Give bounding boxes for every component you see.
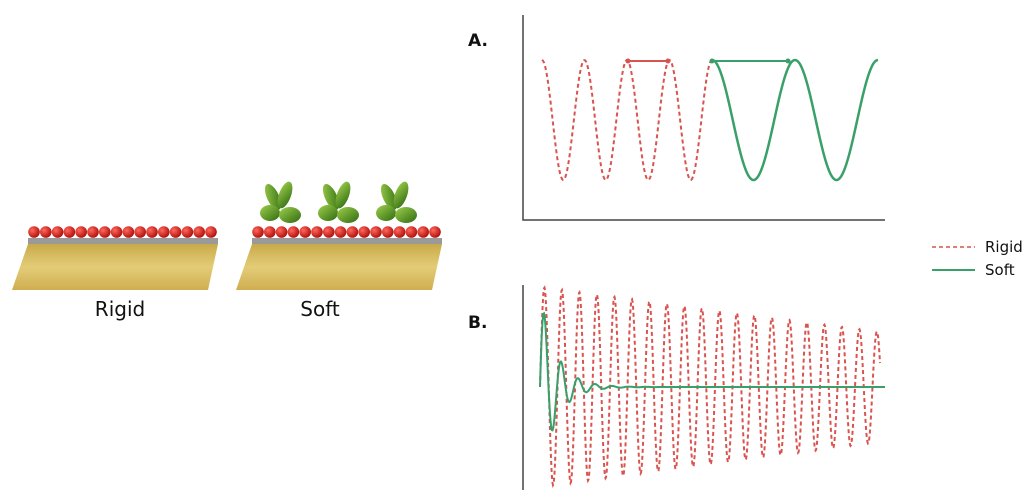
antibody: [260, 180, 301, 223]
particle: [87, 226, 99, 238]
particle: [52, 226, 64, 238]
axes: [523, 15, 885, 220]
particle: [358, 226, 370, 238]
antibody-stem: [318, 205, 338, 221]
particle: [311, 226, 323, 238]
legend-label: Soft: [985, 261, 1015, 279]
particle: [299, 226, 311, 238]
particle: [288, 226, 300, 238]
particle: [394, 226, 406, 238]
particle: [193, 226, 205, 238]
particle: [28, 226, 40, 238]
antibody-stem: [260, 205, 280, 221]
antibody-stem: [376, 205, 396, 221]
particle: [111, 226, 123, 238]
particle: [205, 226, 217, 238]
particle: [134, 226, 146, 238]
particle: [146, 226, 158, 238]
antibody: [376, 180, 417, 223]
particles: [28, 226, 441, 238]
particle: [99, 226, 111, 238]
antibody-stem: [337, 207, 359, 223]
particle: [370, 226, 382, 238]
particle: [40, 226, 52, 238]
arrow-end: [786, 59, 791, 64]
surface-label: Soft: [300, 297, 340, 321]
antibody-stem: [395, 207, 417, 223]
particle: [182, 226, 194, 238]
surface-label: Rigid: [95, 297, 145, 321]
particle: [75, 226, 87, 238]
antibody-stem: [279, 207, 301, 223]
panel-label: A.: [468, 31, 488, 51]
particle: [382, 226, 394, 238]
arrow-end: [710, 59, 715, 64]
particle: [252, 226, 264, 238]
soft-wave: [712, 60, 878, 180]
particle: [158, 226, 170, 238]
legend-label: Rigid: [985, 238, 1023, 256]
particle: [429, 226, 441, 238]
particle: [64, 226, 76, 238]
soft-decay: [540, 313, 885, 430]
particle: [323, 226, 335, 238]
particle: [123, 226, 135, 238]
curves: [540, 59, 885, 486]
antibody: [318, 180, 359, 223]
panel-label: B.: [468, 313, 487, 333]
soft-substrate: [236, 238, 442, 290]
antibodies: [260, 180, 417, 223]
arrow-end: [626, 59, 631, 64]
figure: Rigid Soft A. B. Rigid Soft: [0, 0, 1030, 492]
particle: [417, 226, 429, 238]
particle: [406, 226, 418, 238]
rigid-substrate: [12, 238, 218, 290]
particle: [276, 226, 288, 238]
particle: [170, 226, 182, 238]
particle: [347, 226, 359, 238]
rigid-wave: [542, 60, 712, 180]
particle: [264, 226, 276, 238]
particle: [335, 226, 347, 238]
arrow-end: [666, 59, 671, 64]
